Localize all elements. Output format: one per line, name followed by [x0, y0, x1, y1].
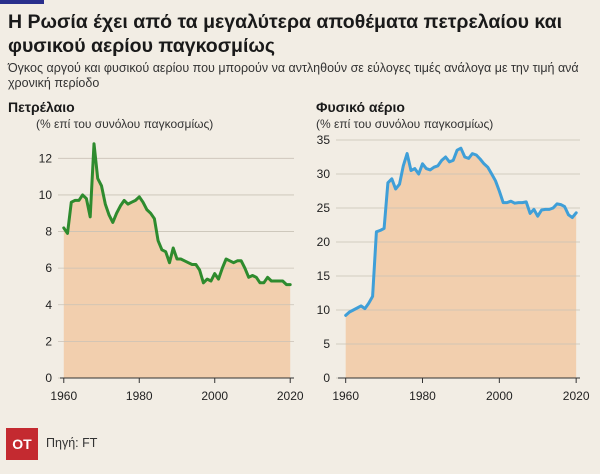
gas-chart-title: Φυσικό αέριο: [316, 99, 405, 115]
oil-x-tick-label: 1960: [50, 389, 77, 403]
top-accent-rule: [0, 0, 44, 4]
gas-y-tick-label: 35: [317, 133, 331, 147]
gas-x-tick-label: 2000: [486, 389, 513, 403]
oil-y-tick-label: 2: [45, 334, 52, 348]
oil-series-line: [62, 142, 292, 287]
source-note: Πηγή: FT: [46, 436, 98, 450]
oil-chart-ylabel: (% επί του συνόλου παγκοσμίως): [36, 117, 214, 131]
oil-y-tick-label: 4: [45, 298, 52, 312]
gas-y-tick-label: 20: [317, 235, 331, 249]
gas-chart-ylabel: (% επί του συνόλου παγκοσμίως): [316, 117, 494, 131]
gas-y-tick-label: 0: [323, 371, 330, 385]
oil-y-tick-label: 12: [39, 151, 53, 165]
gas-x-tick-label: 1960: [332, 389, 359, 403]
gas-x-tick-label: 2020: [563, 389, 590, 403]
gas-y-tick-label: 30: [317, 167, 331, 181]
gas-x-tick-label: 1980: [409, 389, 436, 403]
page-title: Η Ρωσία έχει από τα μεγαλύτερα αποθέματα…: [8, 11, 563, 57]
oil-area: [63, 143, 291, 378]
oil-x-tick-label: 2000: [201, 389, 228, 403]
oil-x-tick-label: 2020: [277, 389, 304, 403]
oil-chart: 0 2 4 6 8 10 12 1960 1980 2000 2020: [39, 142, 304, 403]
oil-y-tick-label: 0: [45, 371, 52, 385]
gas-series-line: [344, 146, 578, 317]
page-subtitle: Όγκος αργού και φυσικού αερίου που μπορο…: [8, 61, 579, 90]
oil-x-tick-label: 1980: [126, 389, 153, 403]
gas-y-tick-label: 5: [323, 337, 330, 351]
gas-chart: 0 5 10 15 20 25 30 35 1960 1980 2000 2020: [317, 133, 590, 403]
oil-chart-title: Πετρέλαιο: [8, 99, 75, 115]
oil-y-tick-label: 10: [39, 188, 53, 202]
gas-y-tick-label: 15: [317, 269, 331, 283]
oil-y-tick-label: 8: [45, 225, 52, 239]
oil-y-tick-label: 6: [45, 261, 52, 275]
gas-area: [345, 148, 577, 378]
gas-y-tick-label: 25: [317, 201, 331, 215]
gas-y-tick-label: 10: [317, 303, 331, 317]
ot-logo: ΟΤ: [6, 428, 38, 460]
